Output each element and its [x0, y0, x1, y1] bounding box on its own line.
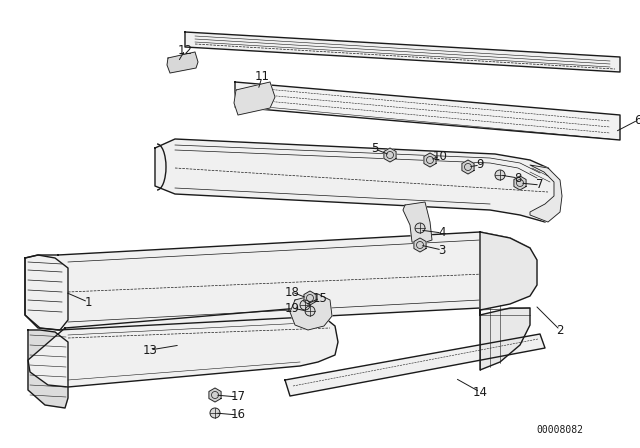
Text: 19: 19 [285, 302, 300, 314]
Polygon shape [424, 153, 436, 167]
Circle shape [210, 408, 220, 418]
Text: 7: 7 [536, 178, 544, 191]
Text: 4: 4 [438, 227, 445, 240]
Polygon shape [167, 52, 198, 73]
Text: 14: 14 [472, 385, 488, 399]
Polygon shape [209, 388, 221, 402]
Text: 00008082: 00008082 [536, 425, 584, 435]
Polygon shape [480, 232, 537, 370]
Polygon shape [290, 294, 332, 330]
Text: 2: 2 [556, 323, 564, 336]
Text: 6: 6 [634, 113, 640, 126]
Circle shape [305, 306, 315, 316]
Polygon shape [28, 308, 338, 387]
Polygon shape [514, 176, 526, 190]
Text: 17: 17 [230, 391, 246, 404]
Text: 3: 3 [438, 244, 445, 257]
Polygon shape [25, 255, 68, 330]
Text: 16: 16 [230, 409, 246, 422]
Text: 11: 11 [255, 70, 269, 83]
Circle shape [495, 170, 505, 180]
Polygon shape [185, 32, 620, 72]
Polygon shape [414, 238, 426, 252]
Polygon shape [530, 165, 562, 222]
Polygon shape [25, 232, 535, 330]
Polygon shape [304, 291, 316, 305]
Text: 10: 10 [433, 150, 447, 163]
Polygon shape [285, 334, 545, 396]
Polygon shape [28, 330, 68, 408]
Polygon shape [384, 148, 396, 162]
Circle shape [300, 300, 310, 310]
Polygon shape [235, 82, 620, 140]
Text: 12: 12 [177, 43, 193, 56]
Text: 5: 5 [371, 142, 379, 155]
Text: 18: 18 [285, 285, 300, 298]
Polygon shape [234, 82, 275, 115]
Text: 13: 13 [143, 344, 157, 357]
Polygon shape [155, 139, 560, 222]
Polygon shape [462, 160, 474, 174]
Text: 1: 1 [84, 296, 92, 309]
Text: 15: 15 [312, 292, 328, 305]
Text: 9: 9 [476, 159, 484, 172]
Polygon shape [403, 202, 432, 244]
Text: 8: 8 [515, 172, 522, 185]
Circle shape [415, 223, 425, 233]
